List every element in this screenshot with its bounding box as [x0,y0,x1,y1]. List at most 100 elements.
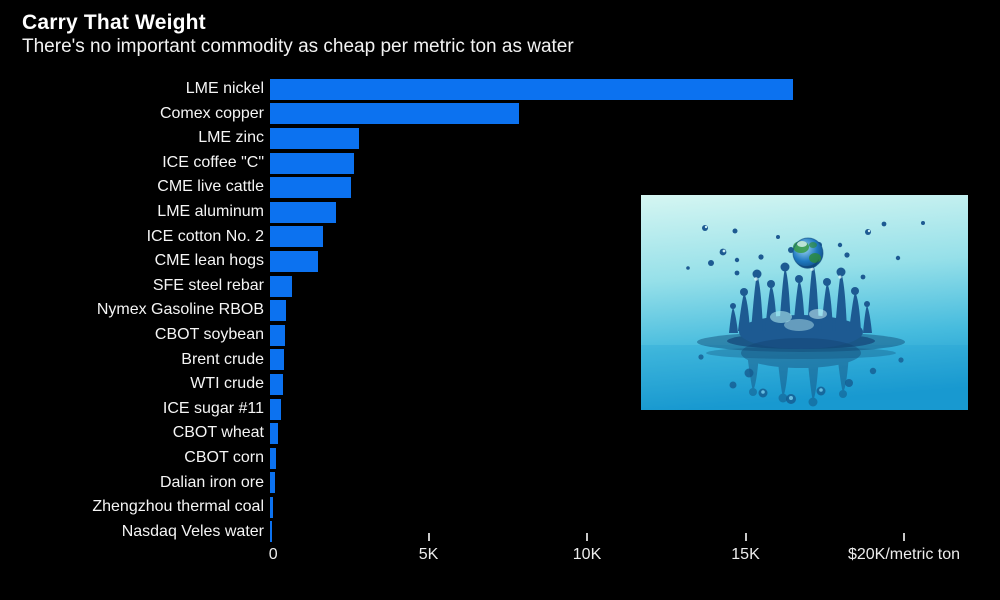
category-label: Nasdaq Veles water [121,522,264,540]
category-label: LME zinc [198,129,264,147]
bar-track [270,324,904,346]
bar-row: CBOT wheat [0,421,1000,446]
x-axis-label-5k: 5K [418,546,439,563]
bar-rows: LME nickel Comex copper LME zinc ICE cof… [0,77,1000,544]
value-bar [270,324,285,346]
value-bar [270,373,283,395]
value-bar [270,496,274,518]
category-label: WTI crude [190,375,264,393]
category-label: Nymex Gasoline RBOB [96,301,264,319]
category-label: ICE cotton No. 2 [146,227,264,245]
category-label: SFE steel rebar [152,276,264,294]
chart-subtitle: There's no important commodity as cheap … [22,36,574,57]
bar-track [270,472,904,494]
bar-track [270,300,904,322]
bar-row: Nymex Gasoline RBOB [0,298,1000,323]
bar-track [270,78,904,100]
bar-row: Brent crude [0,348,1000,373]
bar-row: ICE cotton No. 2 [0,225,1000,250]
bar-row: CBOT soybean [0,323,1000,348]
scattered-droplets [686,221,925,270]
value-bar [270,300,286,322]
crown-reflection [741,338,861,407]
category-label: LME aluminum [157,202,264,220]
water-surface [641,345,968,410]
bar-row: Zhengzhou thermal coal [0,495,1000,520]
value-bar [270,423,278,445]
bar-track [270,275,904,297]
bar-track [270,103,904,125]
water-splash-illustration [641,195,968,410]
value-bar [270,349,284,371]
value-bar [270,226,323,248]
value-bar [270,275,292,297]
category-label: CME lean hogs [154,252,264,270]
category-label: Comex copper [159,104,264,122]
value-bar [270,78,794,100]
bar-row: Comex copper [0,102,1000,127]
x-axis-tick-15k [744,533,747,541]
bar-row: LME aluminum [0,200,1000,225]
bar-track [270,398,904,420]
value-bar [270,152,355,174]
bar-row: LME nickel [0,77,1000,102]
x-axis-label-10k: 10K [572,546,602,563]
category-label: CME live cattle [157,178,264,196]
value-bar [270,398,282,420]
x-axis-tick-20k [903,533,905,541]
category-label: ICE sugar #11 [162,399,264,417]
bar-track [270,250,904,272]
bar-row: WTI crude [0,372,1000,397]
value-bar [270,472,276,494]
bar-row: CME lean hogs [0,249,1000,274]
category-label: ICE coffee "C" [162,153,264,171]
bar-track [270,423,904,445]
reflection-droplets [698,354,904,404]
bar-row: SFE steel rebar [0,274,1000,299]
value-bar [270,250,319,272]
bar-track [270,177,904,199]
value-bar [270,521,272,543]
value-bar [270,177,352,199]
bar-row: CBOT corn [0,446,1000,471]
category-label: Zhengzhou thermal coal [92,498,264,516]
x-axis-label-15k: 15K [731,546,760,563]
bar-row: LME zinc [0,126,1000,151]
x-axis-tick-5k [427,533,430,541]
category-label: CBOT soybean [154,325,264,343]
bar-track [270,127,904,149]
value-bar [270,103,519,125]
earth-droplet [792,237,824,269]
bar-row: ICE coffee "C" [0,151,1000,176]
bar-track [270,496,904,518]
bar-track [270,152,904,174]
x-axis-tick-10k [586,533,588,541]
bar-track [270,226,904,248]
x-axis-label-0: 0 [268,546,278,563]
value-bar [270,447,277,469]
bar-row: CME live cattle [0,175,1000,200]
bar-row: ICE sugar #11 [0,397,1000,422]
bar-track [270,373,904,395]
bar-track [270,201,904,223]
x-axis-labels: 0 5K 10K 15K $20K/metric ton [268,546,960,568]
category-label: Dalian iron ore [159,473,264,491]
value-bar [270,127,360,149]
water-splash-image [641,195,968,410]
x-axis-label-20k: $20K/metric ton [847,546,961,563]
bar-track [270,349,904,371]
bar-row: Dalian iron ore [0,471,1000,496]
category-label: CBOT wheat [172,424,264,442]
chart-title: Carry That Weight [22,11,206,34]
photo-background [641,195,968,410]
x-axis [270,533,905,543]
value-bar [270,201,336,223]
bar-track [270,521,904,543]
category-label: CBOT corn [184,448,264,466]
bar-row: Nasdaq Veles water [0,520,1000,545]
category-label: Brent crude [181,350,264,368]
bar-track [270,447,904,469]
crown-highlights [754,267,842,331]
category-label: LME nickel [185,80,264,97]
